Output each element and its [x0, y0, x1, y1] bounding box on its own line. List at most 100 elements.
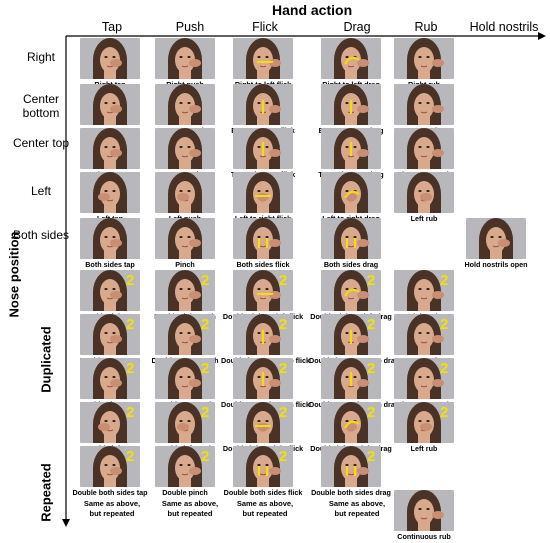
photo-frame [321, 38, 381, 79]
photo-frame [321, 314, 381, 355]
photo-frame [321, 84, 381, 125]
gesture-cell: Center tap [80, 84, 140, 137]
gesture-caption: Both sides tap [85, 260, 135, 269]
photo-frame [155, 314, 215, 355]
y-axis-arrowhead [62, 519, 70, 527]
face-photo [394, 314, 454, 355]
gesture-caption: Double both sides drag [311, 488, 391, 497]
face-photo [321, 218, 381, 259]
photo-frame [394, 490, 454, 531]
duplicate-marker: 2 [367, 272, 376, 289]
face-photo [321, 38, 381, 79]
face-photo [155, 84, 215, 125]
photo-frame [155, 84, 215, 125]
gesture-arrow [344, 190, 360, 199]
photo-frame [155, 402, 215, 443]
row-label-4: Both sides [12, 228, 70, 242]
column-header-drag: Drag [343, 20, 371, 34]
row-label-3: Left [30, 184, 51, 198]
gesture-cell: Left rub [394, 172, 454, 225]
gesture-cell: Left push [155, 172, 215, 225]
photo-frame [321, 358, 381, 399]
photo-frame [233, 446, 293, 487]
photo-frame [394, 38, 454, 79]
face-photo [321, 128, 381, 169]
gesture-cell: 2 Double both sides tap [72, 446, 148, 499]
duplicate-marker: 2 [126, 448, 135, 465]
photo-frame [394, 84, 454, 125]
gesture-cell: Both sides flick [233, 218, 293, 271]
gesture-caption: Continuous rub [397, 532, 451, 541]
face-photo [80, 270, 140, 311]
duplicate-marker: 2 [201, 404, 210, 421]
photo-frame [155, 128, 215, 169]
gesture-caption: Both sides drag [323, 260, 379, 269]
face-photo [80, 172, 140, 213]
photo-frame [80, 128, 140, 169]
photo-frame [80, 446, 140, 487]
face-photo [394, 358, 454, 399]
face-photo [233, 218, 293, 259]
photo-frame [80, 172, 140, 213]
duplicate-marker: 2 [440, 272, 449, 289]
gesture-arrow [344, 420, 360, 429]
repeated-note: Same as above, but repeated [328, 499, 386, 518]
photo-frame [321, 172, 381, 213]
gesture-cell: Bottom to top flick [231, 84, 295, 137]
face-photo [233, 446, 293, 487]
column-header-tap: Tap [101, 20, 123, 34]
face-photo [321, 314, 381, 355]
duplicate-marker: 2 [367, 448, 376, 465]
gesture-cell: Both sides tap [80, 218, 140, 271]
photo-frame [233, 314, 293, 355]
face-photo [321, 446, 381, 487]
duplicate-marker: 2 [440, 404, 449, 421]
face-photo [321, 172, 381, 213]
face-photo [233, 402, 293, 443]
hand-action-title: Hand action [272, 2, 353, 18]
row-label-0: Right [26, 50, 55, 64]
duplicate-marker: 2 [126, 360, 135, 377]
face-photo [466, 218, 526, 259]
repeated-note: Same as above, but repeated [161, 499, 219, 518]
gesture-caption: Hold nostrils open [464, 260, 528, 269]
duplicate-marker: 2 [201, 448, 210, 465]
duplicate-marker: 2 [279, 448, 288, 465]
gesture-arrow [258, 238, 268, 248]
photo-frame [80, 402, 140, 443]
gesture-caption: Double pinch [162, 488, 208, 497]
gesture-cell: 2 Left rub [394, 402, 454, 455]
face-photo [155, 38, 215, 79]
photo-frame [321, 402, 381, 443]
photo-frame [155, 218, 215, 259]
face-photo [80, 38, 140, 79]
face-photo [80, 218, 140, 259]
duplicated-label: Duplicated [38, 326, 54, 393]
gesture-cell: Both sides drag [321, 218, 381, 271]
gesture-caption: Both sides flick [236, 260, 290, 269]
column-header-hold-nostrils: Hold nostrils [469, 20, 539, 34]
face-photo [321, 358, 381, 399]
photo-frame [233, 172, 293, 213]
face-photo [394, 490, 454, 531]
photo-frame [80, 314, 140, 355]
face-photo [321, 402, 381, 443]
gesture-caption: Double both sides flick [223, 488, 303, 497]
duplicate-marker: 2 [367, 316, 376, 333]
face-photo [155, 314, 215, 355]
duplicate-marker: 2 [126, 316, 135, 333]
gesture-arrow [346, 238, 356, 248]
repeated-note: Same as above, but repeated [236, 499, 294, 518]
duplicate-marker: 2 [440, 360, 449, 377]
photo-frame [155, 172, 215, 213]
duplicate-marker: 2 [440, 316, 449, 333]
face-photo [155, 128, 215, 169]
face-photo [394, 84, 454, 125]
photo-frame [155, 446, 215, 487]
duplicate-marker: 2 [279, 316, 288, 333]
gesture-cell: 2 Double both sides flick [224, 446, 302, 499]
gesture-arrow [344, 56, 360, 65]
